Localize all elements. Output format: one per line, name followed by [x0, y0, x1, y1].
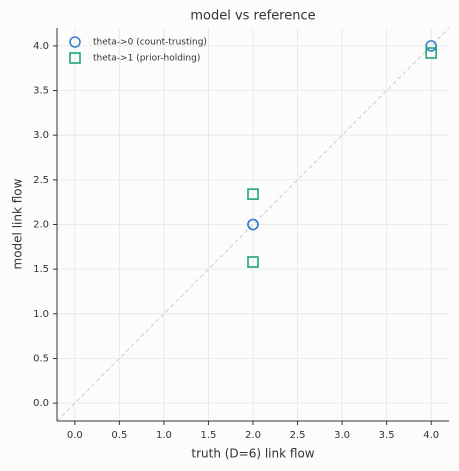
y-tick-label: 2.5 [33, 175, 49, 186]
x-tick-label: 2.5 [290, 430, 306, 441]
legend-label: theta->1 (prior-holding) [93, 54, 200, 64]
legend-marker [69, 52, 81, 64]
y-tick-label: 1.5 [33, 264, 49, 275]
y-tick-label: 3.0 [33, 130, 49, 141]
y-tick-label: 0.0 [33, 398, 49, 409]
legend-label: theta->0 (count-trusting) [93, 38, 207, 48]
legend-marker [69, 36, 81, 48]
x-tick-label: 1.0 [156, 430, 172, 441]
point [425, 47, 437, 59]
point [247, 188, 259, 200]
y-tick-label: 0.5 [33, 353, 49, 364]
reference-line [56, 27, 450, 422]
y-tick-label: 4.0 [33, 41, 49, 52]
y-tick-label: 2.0 [33, 220, 49, 231]
y-axis-label: model link flow [11, 178, 25, 269]
x-tick-label: 3.5 [379, 430, 395, 441]
x-tick-label: 1.5 [201, 430, 217, 441]
y-tick-label: 1.0 [33, 309, 49, 320]
x-tick-label: 2.0 [245, 430, 261, 441]
x-tick-label: 3.0 [334, 430, 350, 441]
point [247, 256, 259, 268]
x-tick-label: 4.0 [423, 430, 439, 441]
x-tick-label: 0.0 [67, 430, 83, 441]
x-tick-label: 0.5 [111, 430, 127, 441]
point [247, 218, 259, 231]
y-tick-label: 3.5 [33, 86, 49, 97]
x-axis-label: truth (D=6) link flow [191, 447, 314, 461]
point [425, 40, 437, 52]
chart-title: model vs reference [190, 9, 315, 24]
